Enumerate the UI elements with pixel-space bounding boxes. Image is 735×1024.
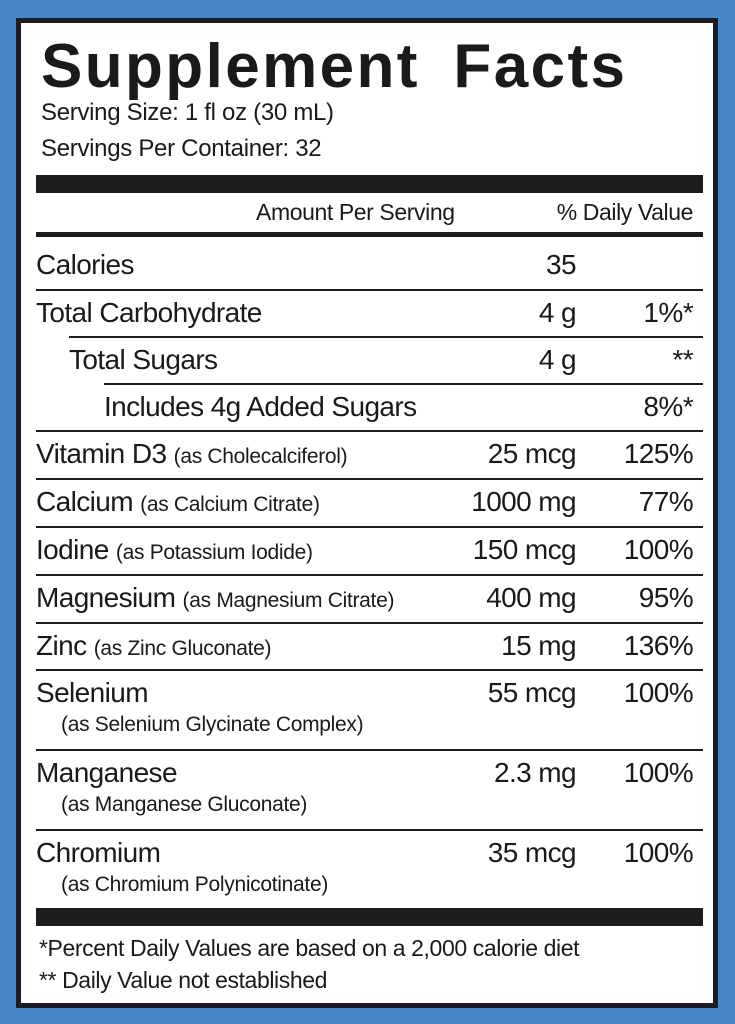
table-row: Vitamin D3 (as Cholecalciferol) 25 mcg 125… <box>21 430 713 478</box>
nutrient-label: Vitamin D3 <box>36 438 167 469</box>
daily-value: 136% <box>623 630 694 661</box>
footnote-not-established: ** Daily Value not established <box>39 967 328 993</box>
row-divider <box>69 336 703 338</box>
nutrient-name: Vitamin D3 (as Cholecalciferol) <box>36 438 348 470</box>
row-divider <box>36 289 703 291</box>
nutrient-source: (as Calcium Citrate) <box>140 493 320 516</box>
nutrient-source: (as Cholecalciferol) <box>173 445 348 468</box>
table-row: Selenium (as Selenium Glycinate Complex) 5… <box>21 669 713 749</box>
daily-value: 100% <box>623 837 694 868</box>
table-row: Chromium (as Chromium Polynicotinate) 35 m… <box>21 829 713 909</box>
daily-value: 100% <box>623 677 694 708</box>
table-row: Magnesium (as Magnesium Citrate) 400 mg 95… <box>21 574 713 622</box>
nutrient-name: Selenium <box>36 677 149 709</box>
servings-per-container: Servings Per Container: 32 <box>41 135 322 162</box>
row-divider <box>36 669 703 671</box>
page-title: Supplement Facts <box>41 32 628 101</box>
daily-value: 77% <box>638 486 694 517</box>
nutrient-label: Calcium <box>36 486 134 517</box>
nutrient-label: Calories <box>36 249 135 280</box>
daily-value: ** <box>672 344 693 375</box>
thick-divider <box>36 175 703 193</box>
nutrient-label: Total Carbohydrate <box>36 297 262 328</box>
table-row: Calories 35 <box>21 241 713 289</box>
table-row: Manganese (as Manganese Gluconate) 2.3 mg 1… <box>21 749 713 829</box>
nutrient-source: (as Manganese Gluconate) <box>61 793 308 816</box>
daily-value: 1%* <box>643 297 693 328</box>
row-divider <box>36 829 703 831</box>
nutrient-name: Zinc (as Zinc Gluconate) <box>36 630 272 662</box>
table-row: Calcium (as Calcium Citrate) 1000 mg 77% <box>21 478 713 526</box>
thick-divider-bottom <box>36 908 703 926</box>
amount-header: Amount Per Serving <box>256 199 455 225</box>
nutrient-source: (as Magnesium Citrate) <box>182 589 395 612</box>
nutrient-source: (as Zinc Gluconate) <box>93 637 272 660</box>
amount-per-serving: 35 <box>546 249 577 280</box>
amount-per-serving: 4 g <box>538 344 577 375</box>
nutrient-name: Calories <box>36 249 135 281</box>
amount-per-serving: 2.3 mg <box>494 757 577 788</box>
daily-value: 95% <box>638 582 694 613</box>
nutrient-name: Total Sugars <box>69 344 218 376</box>
amount-per-serving: 150 mcg <box>472 534 577 565</box>
row-divider <box>36 478 703 480</box>
supplement-facts-panel: Supplement Facts Serving Size: 1 fl oz (… <box>16 18 718 1008</box>
nutrient-name: Magnesium (as Magnesium Citrate) <box>36 582 394 614</box>
table-row: Zinc (as Zinc Gluconate) 15 mg 136% <box>21 622 713 669</box>
table-row: Iodine (as Potassium Iodide) 150 mcg 100% <box>21 526 713 574</box>
nutrient-label: Selenium <box>36 677 149 708</box>
daily-value: 100% <box>623 534 694 565</box>
nutrient-source: (as Potassium Iodide) <box>115 541 313 564</box>
amount-per-serving: 35 mcg <box>487 837 577 868</box>
footnote-dv: *Percent Daily Values are based on a 2,0… <box>39 935 580 961</box>
table-row: Total Sugars 4 g ** <box>21 336 713 383</box>
nutrient-label: Zinc <box>36 630 87 661</box>
nutrient-name: Includes 4g Added Sugars <box>104 391 417 423</box>
row-divider <box>36 526 703 528</box>
row-divider <box>36 574 703 576</box>
nutrient-source: (as Selenium Glycinate Complex) <box>61 713 364 736</box>
amount-per-serving: 4 g <box>538 297 577 328</box>
row-divider <box>36 430 703 432</box>
row-divider <box>36 622 703 624</box>
amount-per-serving: 55 mcg <box>487 677 577 708</box>
nutrient-name: Chromium <box>36 837 161 869</box>
row-divider <box>104 383 703 385</box>
dv-header: % Daily Value <box>556 199 694 225</box>
daily-value: 8%* <box>643 391 693 422</box>
nutrient-name: Total Carbohydrate <box>36 297 262 329</box>
nutrient-label: Iodine <box>36 534 109 565</box>
nutrient-label: Magnesium <box>36 582 176 613</box>
nutrient-label: Includes 4g Added Sugars <box>104 391 417 422</box>
row-divider <box>36 749 703 751</box>
nutrient-name: Manganese <box>36 757 178 789</box>
amount-per-serving: 25 mcg <box>487 438 577 469</box>
amount-per-serving: 400 mg <box>486 582 576 613</box>
daily-value: 125% <box>623 438 694 469</box>
amount-per-serving: 1000 mg <box>471 486 576 517</box>
nutrient-name: Calcium (as Calcium Citrate) <box>36 486 320 518</box>
header-divider <box>36 232 703 237</box>
serving-size: Serving Size: 1 fl oz (30 mL) <box>41 99 334 126</box>
nutrient-source: (as Chromium Polynicotinate) <box>61 873 329 896</box>
amount-per-serving: 15 mg <box>501 630 576 661</box>
nutrient-label: Manganese <box>36 757 178 788</box>
nutrient-label: Chromium <box>36 837 161 868</box>
nutrient-name: Iodine (as Potassium Iodide) <box>36 534 313 566</box>
daily-value: 100% <box>623 757 694 788</box>
table-row: Total Carbohydrate 4 g 1%* <box>21 289 713 336</box>
nutrient-label: Total Sugars <box>69 344 218 375</box>
table-row: Includes 4g Added Sugars 8%* <box>21 383 713 430</box>
